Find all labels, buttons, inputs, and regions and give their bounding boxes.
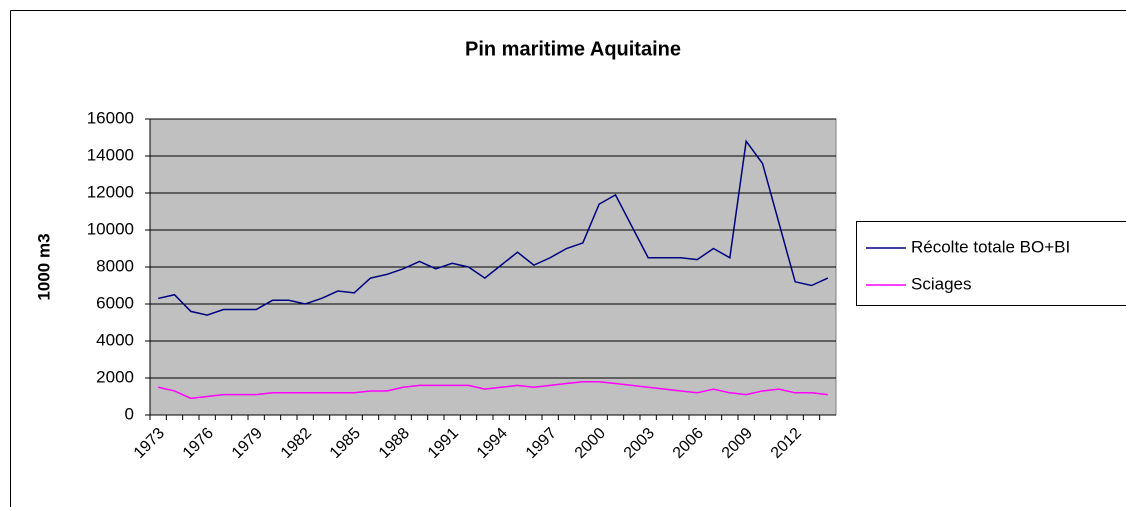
series-line	[158, 380, 828, 400]
x-tick-label: 2006	[670, 425, 707, 462]
x-tick-label: 2012	[768, 425, 805, 462]
legend-box	[856, 221, 1126, 306]
x-tick-label: 1973	[131, 425, 168, 462]
legend-label: Sciages	[911, 274, 971, 293]
x-tick-label: 1985	[327, 425, 364, 462]
y-tick-label: 0	[125, 404, 134, 423]
y-tick-label: 8000	[96, 256, 134, 275]
x-tick-label: 2003	[621, 425, 658, 462]
x-tick-label: 1991	[425, 425, 462, 462]
x-tick-label: 1979	[229, 425, 266, 462]
y-tick-label: 4000	[96, 330, 134, 349]
x-tick-label: 1994	[474, 425, 511, 462]
x-tick-label: 1997	[523, 425, 560, 462]
series-line	[158, 139, 829, 316]
x-tick-label: 2000	[572, 425, 609, 462]
x-tick-label: 2009	[719, 425, 756, 462]
y-tick-label: 12000	[87, 182, 134, 201]
chart-title: Pin maritime Aquitaine	[465, 38, 681, 60]
y-axis-label: 1000 m3	[34, 233, 53, 300]
x-tick-label: 1982	[278, 425, 315, 462]
x-tick-label: 1988	[376, 425, 413, 462]
y-tick-label: 2000	[96, 367, 134, 386]
y-tick-label: 16000	[87, 108, 134, 127]
y-tick-label: 14000	[87, 145, 134, 164]
y-tick-label: 6000	[96, 293, 134, 312]
y-tick-label: 10000	[87, 219, 134, 238]
x-tick-label: 1976	[180, 425, 217, 462]
legend-label: Récolte totale BO+BI	[911, 237, 1070, 256]
